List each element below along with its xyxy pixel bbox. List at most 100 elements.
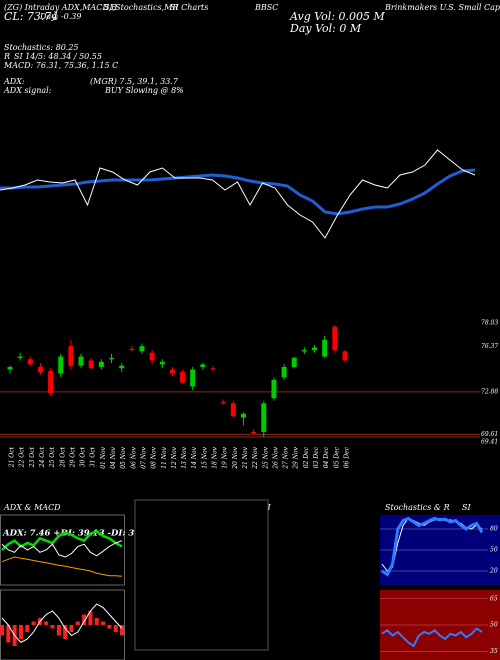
x-tick-label: 04 Nov xyxy=(110,446,117,468)
adx-line xyxy=(1,556,123,577)
x-tick-label: 23 Oct xyxy=(29,446,36,468)
x-tick-label: 19 Nov xyxy=(222,446,229,468)
candle-body xyxy=(332,326,338,351)
x-tick-label: 12 Nov xyxy=(171,446,178,468)
x-tick-label: 29 Nov xyxy=(293,446,300,469)
x-tick-label: 27 Nov xyxy=(283,446,290,469)
header-text: (ZG) Intraday ADX,MACD,B xyxy=(4,3,117,12)
x-tick-label: 25 Nov xyxy=(262,446,269,469)
candle-body xyxy=(149,352,155,361)
y-tick-label: 76.37 xyxy=(481,343,498,350)
header-text: BUY Slowing @ 8% xyxy=(104,86,184,95)
macd-line xyxy=(1,603,123,644)
header-text: BBSC xyxy=(254,3,278,12)
header-text: Day: -0.39 xyxy=(39,12,81,21)
macd-bar xyxy=(56,625,61,636)
candle-body xyxy=(230,403,236,417)
candle-body xyxy=(261,403,267,432)
y-tick-label: 78.03 xyxy=(481,320,498,327)
x-tick-label: 31 Oct xyxy=(90,446,97,467)
header-text: (MGR) 7.5, 39.1, 33.7 xyxy=(90,77,179,86)
candle-body xyxy=(169,369,175,374)
candle-body xyxy=(139,346,145,352)
macd-bar xyxy=(25,625,30,632)
header-text: Brinkmakers U.S. Small Cap Equity ETF) M… xyxy=(384,3,500,12)
x-tick-label: 05 Nov xyxy=(120,446,127,468)
y-tick-label: 69.61 xyxy=(481,431,498,438)
candle-body xyxy=(27,359,33,365)
y-tick-label: 69.41 xyxy=(481,439,498,446)
candle-body xyxy=(7,366,13,370)
candle-body xyxy=(342,351,348,361)
x-tick-label: 18 Nov xyxy=(212,446,219,468)
header-text: R xyxy=(3,52,10,61)
candle-body xyxy=(240,413,246,418)
candle-body xyxy=(159,361,165,365)
x-tick-label: 03 Dec xyxy=(313,446,320,468)
macd-bar xyxy=(63,625,68,639)
candle-body xyxy=(301,350,307,352)
x-tick-label: 26 Nov xyxy=(272,446,279,469)
macd-bar xyxy=(120,625,124,636)
y-tick-label: 35 xyxy=(490,648,498,655)
candle-body xyxy=(129,348,135,351)
candle-body xyxy=(322,339,328,357)
macd-bar xyxy=(107,625,112,629)
x-tick-label: 13 Nov xyxy=(181,446,188,468)
candle-body xyxy=(98,361,104,367)
macd-bar xyxy=(75,621,80,625)
candle-body xyxy=(220,402,226,404)
macd-bar xyxy=(0,625,4,636)
candle-body xyxy=(291,357,297,367)
x-tick-label: 20 Nov xyxy=(232,446,239,469)
macd-bar xyxy=(88,611,93,625)
header-text: CL: 73.74 xyxy=(4,10,58,23)
x-tick-label: 15 Nov xyxy=(201,446,208,468)
x-tick-label: 05 Dec xyxy=(333,446,340,468)
header-text: SI Charts xyxy=(170,3,208,12)
x-tick-label: 22 Nov xyxy=(252,446,259,469)
macd-bar xyxy=(101,621,106,625)
x-tick-label: 06 Dec xyxy=(344,446,351,468)
candle-body xyxy=(271,379,277,399)
macd-bar xyxy=(69,625,74,632)
macd-bar xyxy=(113,625,118,632)
candle-body xyxy=(119,365,125,369)
panel-title: ADX & MACD xyxy=(3,503,61,512)
panel-box xyxy=(0,514,125,586)
candle-body xyxy=(37,366,43,373)
candle-body xyxy=(17,356,23,358)
header-text: Stochastics: 80.25 xyxy=(4,43,79,52)
panel-subtitle: SI xyxy=(462,503,471,512)
header-text: ADX: xyxy=(3,77,25,86)
macd-bar xyxy=(44,621,49,625)
candle-body xyxy=(48,370,54,393)
x-tick-label: 06 Nov xyxy=(130,446,137,468)
header-text: SI,Stochastics,MR xyxy=(104,3,178,12)
stochastic-line xyxy=(381,516,484,577)
x-tick-label: 14 Nov xyxy=(191,446,198,468)
price-line xyxy=(0,149,476,239)
x-tick-label: 02 Dec xyxy=(303,446,310,468)
candle-body xyxy=(190,369,196,387)
y-tick-label: 72.88 xyxy=(481,388,498,395)
y-tick-label: 80 xyxy=(490,526,498,533)
candle-body xyxy=(210,368,216,370)
x-tick-label: 29 Oct xyxy=(69,446,76,468)
header-text: Day Vol: 0 M xyxy=(289,22,362,35)
adx-line xyxy=(1,540,123,558)
x-tick-label: 01 Nov xyxy=(100,446,107,468)
candle-body xyxy=(58,356,64,374)
macd-bar xyxy=(82,614,87,625)
header-text: ADX signal: xyxy=(3,86,52,95)
candle-body xyxy=(180,372,186,383)
x-tick-label: 25 Oct xyxy=(49,446,56,468)
x-tick-label: 24 Oct xyxy=(39,446,46,468)
candle-body xyxy=(281,366,287,378)
y-tick-label: 65 xyxy=(490,595,498,602)
x-tick-label: 07 Nov xyxy=(140,446,147,468)
x-tick-label: 21 Nov xyxy=(242,446,249,469)
y-tick-label: 50 xyxy=(490,547,498,554)
